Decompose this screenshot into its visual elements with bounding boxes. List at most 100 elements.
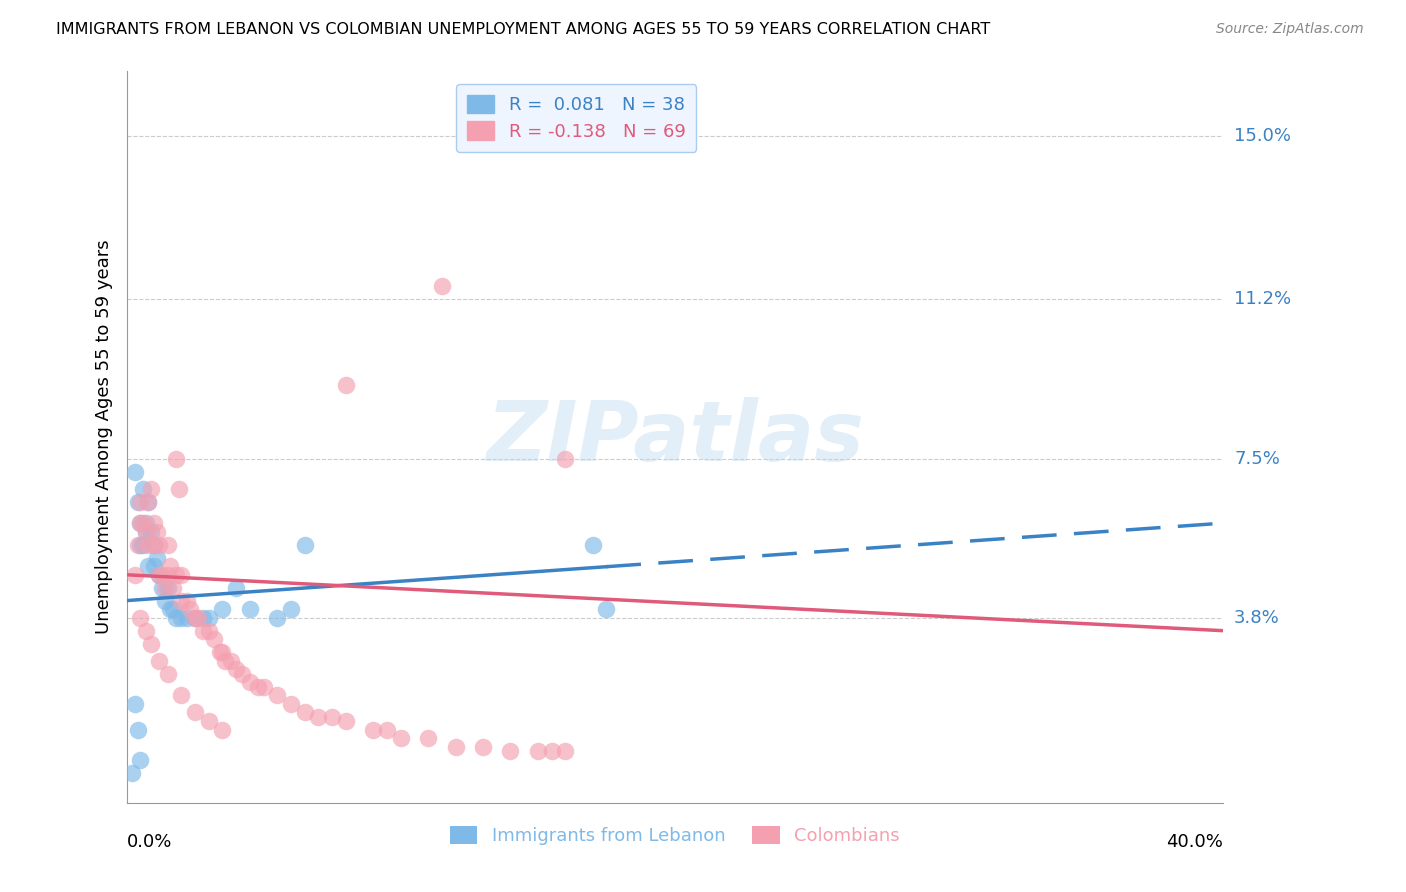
Point [141, 524, 163, 539]
Point [418, 731, 440, 746]
Point [176, 611, 198, 625]
Point [170, 688, 193, 702]
Point [129, 538, 152, 552]
Text: IMMIGRANTS FROM LEBANON VS COLOMBIAN UNEMPLOYMENT AMONG AGES 55 TO 59 YEARS CORR: IMMIGRANTS FROM LEBANON VS COLOMBIAN UNE… [56, 22, 990, 37]
Point [308, 710, 330, 724]
Point [184, 611, 207, 625]
Point [472, 739, 495, 754]
Point [162, 581, 184, 595]
Point [184, 611, 207, 625]
Point [121, 765, 143, 780]
Point [132, 538, 155, 552]
Point [197, 611, 219, 625]
Point [143, 538, 166, 552]
Point [159, 602, 181, 616]
Point [193, 624, 215, 638]
Point [197, 624, 219, 638]
Legend: Immigrants from Lebanon, Colombians: Immigrants from Lebanon, Colombians [443, 819, 907, 852]
Text: 15.0%: 15.0% [1234, 127, 1291, 145]
Point [193, 611, 215, 625]
Point [162, 602, 184, 616]
Point [124, 697, 146, 711]
Point [138, 494, 160, 508]
Point [127, 494, 149, 508]
Point [554, 744, 576, 758]
Text: 0.0%: 0.0% [127, 833, 172, 851]
Point [129, 753, 152, 767]
Point [266, 688, 288, 702]
Point [138, 494, 160, 508]
Point [143, 559, 166, 574]
Point [202, 632, 225, 647]
Point [159, 559, 181, 574]
Point [197, 714, 219, 728]
Point [143, 538, 166, 552]
Point [499, 744, 522, 758]
Point [153, 581, 176, 595]
Point [389, 731, 412, 746]
Point [135, 524, 157, 539]
Point [138, 559, 160, 574]
Point [280, 602, 302, 616]
Point [214, 654, 236, 668]
Point [280, 697, 302, 711]
Point [132, 482, 155, 496]
Point [124, 465, 146, 479]
Point [294, 706, 316, 720]
Point [247, 680, 270, 694]
Point [167, 482, 190, 496]
Point [150, 567, 173, 582]
Point [527, 744, 550, 758]
Point [145, 524, 167, 539]
Point [165, 611, 187, 625]
Point [135, 516, 157, 530]
Point [156, 567, 179, 582]
Point [211, 602, 233, 616]
Point [208, 645, 231, 659]
Point [176, 593, 198, 607]
Point [211, 723, 233, 737]
Text: 3.8%: 3.8% [1234, 608, 1279, 627]
Point [219, 654, 242, 668]
Point [170, 611, 193, 625]
Point [145, 550, 167, 565]
Point [132, 516, 155, 530]
Point [225, 662, 247, 676]
Point [129, 516, 152, 530]
Point [143, 516, 166, 530]
Point [239, 602, 262, 616]
Point [127, 723, 149, 737]
Point [375, 723, 398, 737]
Point [266, 611, 288, 625]
Point [239, 675, 262, 690]
Point [153, 593, 176, 607]
Point [129, 611, 152, 625]
Point [430, 279, 453, 293]
Point [165, 451, 187, 466]
Point [294, 538, 316, 552]
Point [129, 516, 152, 530]
Point [141, 482, 163, 496]
Point [211, 645, 233, 659]
Point [138, 538, 160, 552]
Point [554, 451, 576, 466]
Point [148, 567, 170, 582]
Point [135, 524, 157, 539]
Point [148, 567, 170, 582]
Point [148, 538, 170, 552]
Point [165, 567, 187, 582]
Point [225, 581, 247, 595]
Point [335, 378, 357, 392]
Point [148, 654, 170, 668]
Point [595, 602, 617, 616]
Point [335, 714, 357, 728]
Point [170, 593, 193, 607]
Point [253, 680, 276, 694]
Text: ZIPatlas: ZIPatlas [486, 397, 863, 477]
Text: 11.2%: 11.2% [1234, 291, 1291, 309]
Point [444, 739, 467, 754]
Point [124, 567, 146, 582]
Point [184, 706, 207, 720]
Point [231, 666, 253, 681]
Text: 7.5%: 7.5% [1234, 450, 1279, 467]
